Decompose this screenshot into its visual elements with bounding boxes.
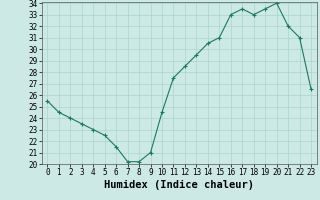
X-axis label: Humidex (Indice chaleur): Humidex (Indice chaleur) — [104, 180, 254, 190]
